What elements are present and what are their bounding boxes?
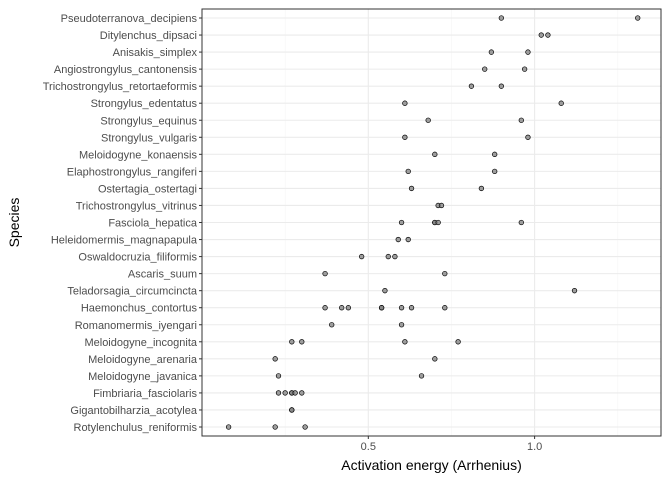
data-point [302, 424, 308, 430]
data-point [425, 117, 431, 123]
data-point [272, 424, 278, 430]
x-tick-labels: 0.5 1.0 [361, 436, 542, 453]
data-point [545, 32, 551, 38]
data-point [292, 390, 298, 396]
data-point [359, 253, 365, 260]
y-tick-label: Heleidomermis_magnapapula [51, 235, 198, 247]
data-point [538, 32, 544, 38]
data-point [525, 134, 531, 140]
data-point [402, 134, 408, 140]
data-point [322, 305, 328, 311]
data-point [432, 151, 438, 157]
data-point [498, 83, 504, 89]
data-point [455, 339, 461, 345]
y-tick-label: Meloidogyne_javanica [88, 371, 198, 383]
y-tick-label: Rotylenchulus_reniformis [74, 422, 198, 434]
data-point [299, 390, 305, 396]
data-point [385, 253, 391, 260]
data-point [438, 202, 445, 209]
data-point [398, 322, 405, 328]
y-tick-label: Meloidogyne_konaensis [79, 149, 198, 161]
y-tick-label: Strongylus_equinus [100, 115, 197, 127]
data-point [442, 305, 448, 311]
data-point [518, 117, 524, 123]
data-point [492, 168, 498, 175]
data-point [282, 390, 288, 396]
data-point [395, 236, 401, 243]
data-point [382, 288, 388, 294]
data-point [571, 288, 578, 294]
y-tick-label: Trichostrongylus_vitrinus [76, 200, 198, 212]
data-point [408, 185, 415, 192]
y-tick-label: Ditylenchus_dipsaci [100, 30, 197, 42]
data-point [398, 305, 405, 311]
data-point [478, 185, 485, 192]
data-point [289, 407, 295, 413]
data-point [275, 373, 282, 379]
data-point [378, 305, 385, 311]
y-tick-label: Romanomermis_iyengari [75, 320, 197, 332]
y-axis-title: Species [6, 198, 22, 248]
x-tick-label: 0.5 [361, 441, 376, 453]
y-tick-label: Haemonchus_contortus [81, 303, 198, 315]
y-tick-label: Pseudoterranova_decipiens [61, 13, 198, 25]
y-tick-label: Ostertagia_ostertagi [98, 183, 197, 195]
data-point [492, 151, 498, 157]
y-tick-label: Angiostrongylus_cantonensis [54, 64, 198, 76]
data-point [442, 270, 448, 277]
data-point [272, 356, 278, 362]
x-axis-title: Activation energy (Arrhenius) [341, 457, 522, 473]
data-point [482, 66, 488, 72]
y-tick-labels: Pseudoterranova_decipiens Ditylenchus_dip… [43, 13, 202, 434]
data-point [525, 49, 531, 55]
y-tick-label: Teladorsagia_circumcincta [67, 286, 197, 298]
y-tick-label: Fasciola_hepatica [108, 218, 198, 230]
data-point [402, 339, 408, 345]
y-tick-label: Oswaldocruzia_filiformis [78, 252, 197, 264]
data-point [398, 219, 405, 226]
panel-border [201, 8, 662, 437]
data-point [635, 15, 641, 21]
y-tick-label: Gigantobilharzia_acotylea [70, 405, 197, 417]
y-tick-label: Anisakis_simplex [113, 47, 198, 59]
data-point [498, 15, 504, 21]
y-tick-label: Meloidogyne_incognita [84, 337, 197, 349]
data-point [521, 66, 528, 72]
data-point [518, 219, 524, 226]
data-point [275, 390, 282, 396]
data-point [289, 339, 295, 345]
grid-layer [201, 9, 661, 436]
data-point [225, 424, 232, 430]
y-tick-label: Strongylus_edentatus [91, 98, 198, 110]
data-point [299, 339, 305, 345]
data-point [402, 100, 408, 106]
data-point [339, 305, 345, 311]
data-point [345, 305, 351, 311]
data-point [392, 253, 398, 260]
y-tick-label: Meloidogyne_arenaria [88, 354, 198, 366]
y-tick-label: Strongylus_vulgaris [101, 132, 197, 144]
data-point [468, 83, 475, 89]
data-point [329, 322, 335, 328]
y-tick-label: Trichostrongylus_retortaeformis [43, 81, 198, 93]
data-point [322, 270, 328, 277]
data-point [405, 236, 411, 243]
y-tick-label: Fimbriaria_fasciolaris [93, 388, 197, 400]
data-point [488, 49, 495, 55]
data-point [408, 305, 415, 311]
data-point [558, 100, 564, 106]
data-point [432, 356, 438, 362]
data-point [435, 219, 441, 226]
y-tick-label: Elaphostrongylus_rangiferi [67, 166, 197, 178]
point-layer [225, 15, 641, 430]
data-point [405, 168, 411, 175]
x-tick-label: 1.0 [527, 441, 542, 453]
y-tick-label: Ascaris_suum [128, 269, 197, 281]
data-point [418, 373, 425, 379]
